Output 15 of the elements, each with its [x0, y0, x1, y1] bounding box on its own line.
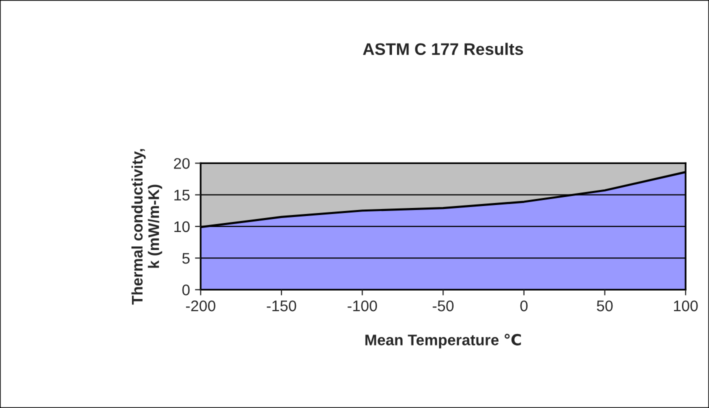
y-axis-title: Thermal conductivity, k (mW/m-K) — [131, 149, 162, 305]
y-tick-label: 10 — [174, 221, 190, 232]
x-tick-label: 100 — [674, 300, 698, 312]
y-tick-label: 20 — [174, 158, 190, 169]
y-tick-label: 5 — [182, 253, 190, 264]
x-tick-label: -200 — [186, 300, 216, 312]
x-tick-label: -50 — [432, 300, 454, 312]
x-tick-label: -150 — [266, 300, 296, 312]
x-axis-title: Mean Temperature ℃ — [365, 334, 521, 348]
x-tick-label: 0 — [520, 300, 528, 312]
x-tick-label: 50 — [596, 300, 613, 312]
y-tick-label: 0 — [182, 284, 190, 296]
chart-title: ASTM C 177 Results — [362, 42, 524, 56]
x-tick-label: -100 — [348, 300, 377, 312]
y-tick-label: 15 — [174, 190, 190, 201]
